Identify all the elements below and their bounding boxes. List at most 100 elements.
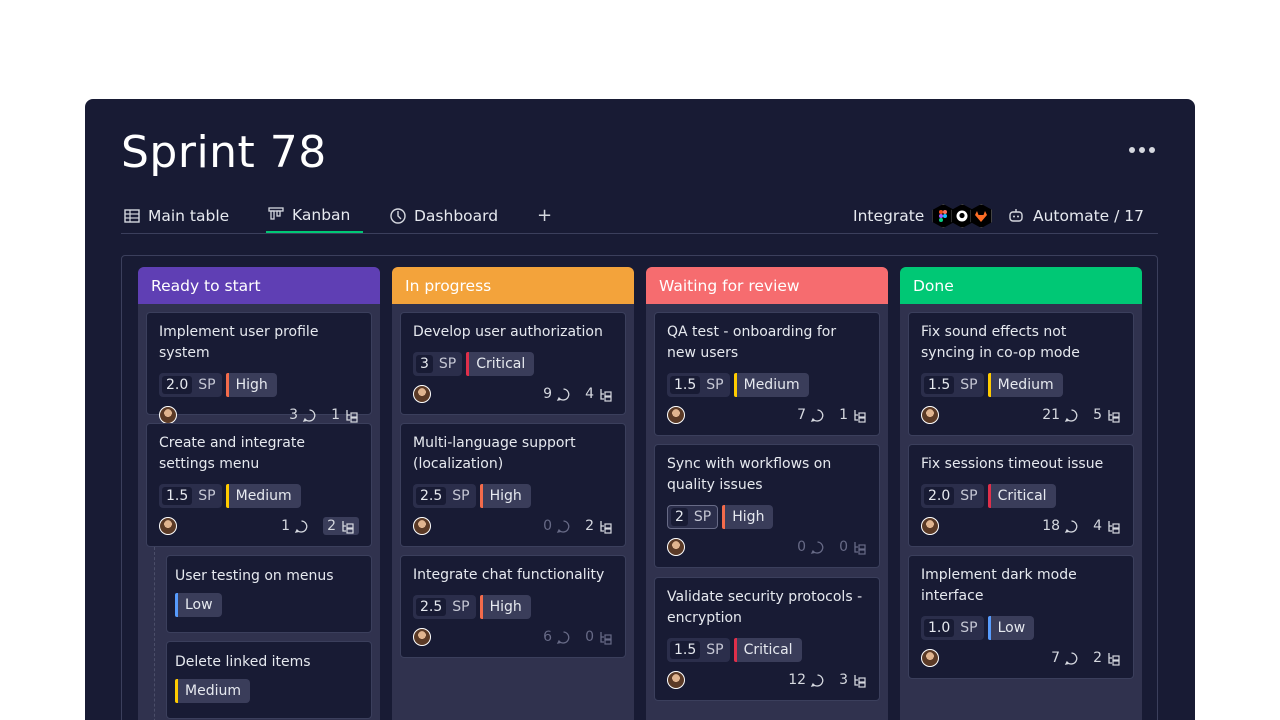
- avatar[interactable]: [413, 628, 431, 646]
- priority-label[interactable]: Low: [987, 616, 1035, 640]
- priority-label[interactable]: Low: [175, 593, 222, 617]
- story-points[interactable]: 1.0 SP: [921, 616, 984, 640]
- dot-icon: [1149, 147, 1155, 153]
- story-points[interactable]: 1.5 SP: [159, 484, 222, 508]
- avatar[interactable]: [667, 538, 685, 556]
- tab-label: Kanban: [292, 206, 351, 224]
- tab-main-table[interactable]: Main table: [123, 199, 229, 233]
- task-card[interactable]: Fix sessions timeout issue 2.0 SP Critica…: [908, 444, 1134, 547]
- comments-count[interactable]: 1: [281, 518, 309, 534]
- automate-button[interactable]: Automate / 17: [1007, 199, 1144, 233]
- subitems-icon: [1108, 409, 1120, 423]
- comments-count[interactable]: 12: [788, 672, 825, 688]
- sp-value: 3: [416, 355, 433, 373]
- column-header[interactable]: In progress: [392, 267, 634, 304]
- comment-icon: [810, 408, 824, 422]
- story-points[interactable]: 1.5 SP: [667, 373, 730, 397]
- avatar[interactable]: [667, 671, 685, 689]
- more-options-button[interactable]: [1129, 147, 1155, 153]
- avatar[interactable]: [921, 517, 939, 535]
- task-card[interactable]: Integrate chat functionality 2.5 SP High …: [400, 555, 626, 658]
- subitems-count[interactable]: 1: [839, 407, 867, 423]
- add-view-button[interactable]: +: [537, 205, 553, 226]
- story-points[interactable]: 2.0 SP: [921, 484, 984, 508]
- page-title: Sprint 78: [121, 127, 327, 178]
- priority-label[interactable]: Critical: [987, 484, 1056, 508]
- subitems-value: 2: [585, 518, 594, 534]
- avatar[interactable]: [159, 406, 177, 424]
- task-card[interactable]: QA test - onboarding for new users 1.5 SP…: [654, 312, 880, 436]
- comments-value: 0: [797, 539, 807, 555]
- task-card[interactable]: Develop user authorization 3 SP Critical …: [400, 312, 626, 415]
- subitems-icon: [854, 674, 866, 688]
- tab-kanban[interactable]: Kanban: [266, 199, 363, 233]
- sp-unit: SP: [693, 509, 712, 525]
- comments-count[interactable]: 3: [289, 407, 317, 423]
- subitems-count[interactable]: 4: [1093, 518, 1121, 534]
- comments-value: 12: [788, 672, 807, 688]
- subitems-icon: [1108, 520, 1120, 534]
- task-card[interactable]: Create and integrate settings menu 1.5 SP…: [146, 423, 372, 547]
- subitems-count[interactable]: 4: [585, 386, 613, 402]
- comments-count[interactable]: 6: [543, 629, 571, 645]
- subitem-card[interactable]: User testing on menus Low: [166, 555, 372, 633]
- comments-count[interactable]: 18: [1042, 518, 1079, 534]
- column-header[interactable]: Waiting for review: [646, 267, 888, 304]
- subitems-count[interactable]: 5: [1093, 407, 1121, 423]
- subitems-count[interactable]: 1: [331, 407, 359, 423]
- story-points[interactable]: 2.0 SP: [159, 373, 222, 397]
- story-points[interactable]: 2.5 SP: [413, 595, 476, 619]
- priority-label[interactable]: High: [722, 505, 774, 529]
- task-card[interactable]: Implement dark mode interface 1.0 SP Low …: [908, 555, 1134, 679]
- subitems-count[interactable]: 2: [323, 517, 359, 535]
- tab-dashboard[interactable]: Dashboard: [389, 199, 498, 233]
- avatar[interactable]: [921, 406, 939, 424]
- comments-count[interactable]: 7: [797, 407, 825, 423]
- avatar[interactable]: [667, 406, 685, 424]
- column-header[interactable]: Ready to start: [138, 267, 380, 304]
- task-card[interactable]: Multi-language support (localization) 2.…: [400, 423, 626, 547]
- subitems-icon: [854, 541, 866, 555]
- avatar[interactable]: [413, 385, 431, 403]
- comments-value: 3: [289, 407, 299, 423]
- subitems-count[interactable]: 2: [585, 518, 613, 534]
- story-points[interactable]: 3 SP: [413, 352, 463, 376]
- avatar[interactable]: [921, 649, 939, 667]
- comments-count[interactable]: 21: [1042, 407, 1079, 423]
- priority-label[interactable]: Medium: [175, 679, 250, 703]
- comments-count[interactable]: 0: [797, 539, 825, 555]
- subitems-count[interactable]: 3: [839, 672, 867, 688]
- avatar[interactable]: [159, 517, 177, 535]
- priority-label[interactable]: Medium: [225, 484, 301, 508]
- subitem-card[interactable]: Delete linked items Medium: [166, 641, 372, 719]
- priority-label[interactable]: Critical: [733, 638, 802, 662]
- task-card[interactable]: Fix sound effects not syncing in co-op m…: [908, 312, 1134, 436]
- avatar[interactable]: [413, 517, 431, 535]
- card-title: Develop user authorization: [413, 324, 603, 340]
- column-header[interactable]: Done: [900, 267, 1142, 304]
- comments-count[interactable]: 9: [543, 386, 571, 402]
- comments-count[interactable]: 7: [1051, 650, 1079, 666]
- priority-label[interactable]: Critical: [466, 352, 535, 376]
- comments-count[interactable]: 0: [543, 518, 571, 534]
- story-points[interactable]: 1.5 SP: [921, 373, 984, 397]
- task-card[interactable]: Implement user profile system 2.0 SP High…: [146, 312, 372, 424]
- subitems-value: 0: [585, 629, 594, 645]
- story-points[interactable]: 2 SP: [667, 505, 719, 529]
- priority-label[interactable]: Medium: [733, 373, 809, 397]
- kanban-board: Ready to start Implement user profile sy…: [121, 255, 1158, 720]
- sp-unit: SP: [960, 488, 978, 504]
- integrate-button[interactable]: Integrate: [853, 199, 993, 233]
- subitems-count[interactable]: 2: [1093, 650, 1121, 666]
- priority-label[interactable]: Medium: [987, 373, 1063, 397]
- priority-label[interactable]: High: [225, 373, 277, 397]
- story-points[interactable]: 2.5 SP: [413, 484, 476, 508]
- story-points[interactable]: 1.5 SP: [667, 638, 730, 662]
- priority-label[interactable]: High: [479, 484, 531, 508]
- subitems-count[interactable]: 0: [839, 539, 867, 555]
- task-card[interactable]: Validate security protocols - encryption…: [654, 577, 880, 701]
- priority-label[interactable]: High: [479, 595, 531, 619]
- sp-unit: SP: [198, 488, 216, 504]
- subitems-count[interactable]: 0: [585, 629, 613, 645]
